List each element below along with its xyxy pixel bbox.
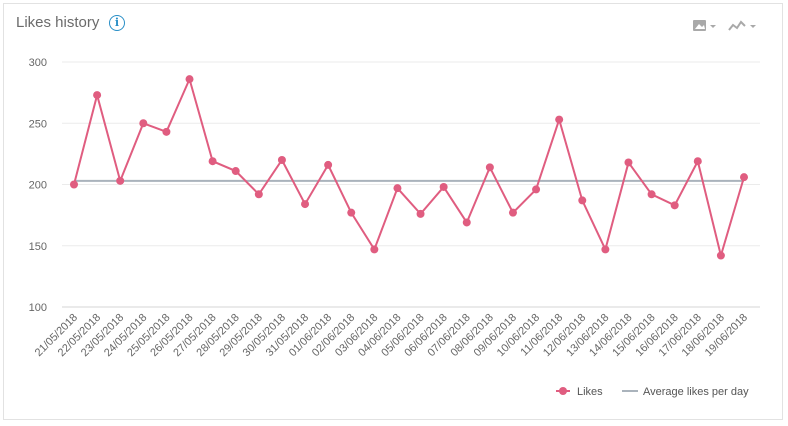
legend: Likes Average likes per day [556, 386, 749, 398]
info-icon[interactable]: i [109, 15, 125, 31]
likes-series [70, 75, 748, 260]
likes-point [370, 245, 379, 254]
likes-point [208, 157, 217, 166]
likes-point [601, 245, 610, 254]
legend-label-average: Average likes per day [643, 386, 749, 398]
legend-likes-swatch-dot [559, 387, 567, 395]
grid-lines [62, 61, 760, 308]
likes-point [508, 208, 517, 217]
likes-point [670, 201, 679, 210]
likes-point [185, 75, 194, 84]
chart-title: Likes history [16, 14, 100, 31]
y-tick-label: 300 [29, 57, 47, 69]
likes-point [393, 184, 402, 193]
likes-point [578, 196, 587, 205]
likes-point [416, 209, 425, 218]
likes-point [555, 115, 564, 124]
likes-point [231, 167, 240, 176]
legend-item-average[interactable]: Average likes per day [622, 386, 749, 398]
likes-point [347, 208, 356, 217]
likes-point [439, 182, 448, 191]
y-tick-label: 100 [29, 302, 47, 314]
x-axis: 21/05/201822/05/201823/05/201824/05/2018… [33, 312, 750, 359]
likes-point [693, 157, 702, 166]
likes-point [462, 218, 471, 227]
y-axis: 100 150 200 250 300 [29, 57, 47, 314]
likes-point [70, 180, 78, 189]
likes-point [301, 200, 310, 209]
likes-point [93, 91, 102, 100]
likes-line [73, 76, 745, 260]
likes-point [277, 156, 286, 164]
likes-point [647, 190, 656, 199]
likes-point [624, 158, 633, 167]
likes-point [532, 185, 541, 194]
likes-point [116, 176, 125, 185]
y-tick-label: 150 [29, 241, 47, 253]
image-export-icon[interactable] [692, 18, 720, 34]
likes-point [485, 163, 494, 172]
legend-label-likes: Likes [577, 386, 603, 398]
chart-panel [3, 3, 783, 420]
likes-point [324, 160, 333, 169]
likes-point [162, 127, 171, 136]
likes-point [254, 190, 263, 199]
likes-point [740, 173, 748, 182]
y-tick-label: 250 [29, 118, 47, 130]
likes-point [716, 251, 725, 260]
likes-point [139, 119, 148, 128]
legend-item-likes[interactable]: Likes [556, 386, 603, 398]
y-tick-label: 200 [29, 180, 47, 192]
line-chart-type-icon[interactable] [728, 18, 760, 34]
